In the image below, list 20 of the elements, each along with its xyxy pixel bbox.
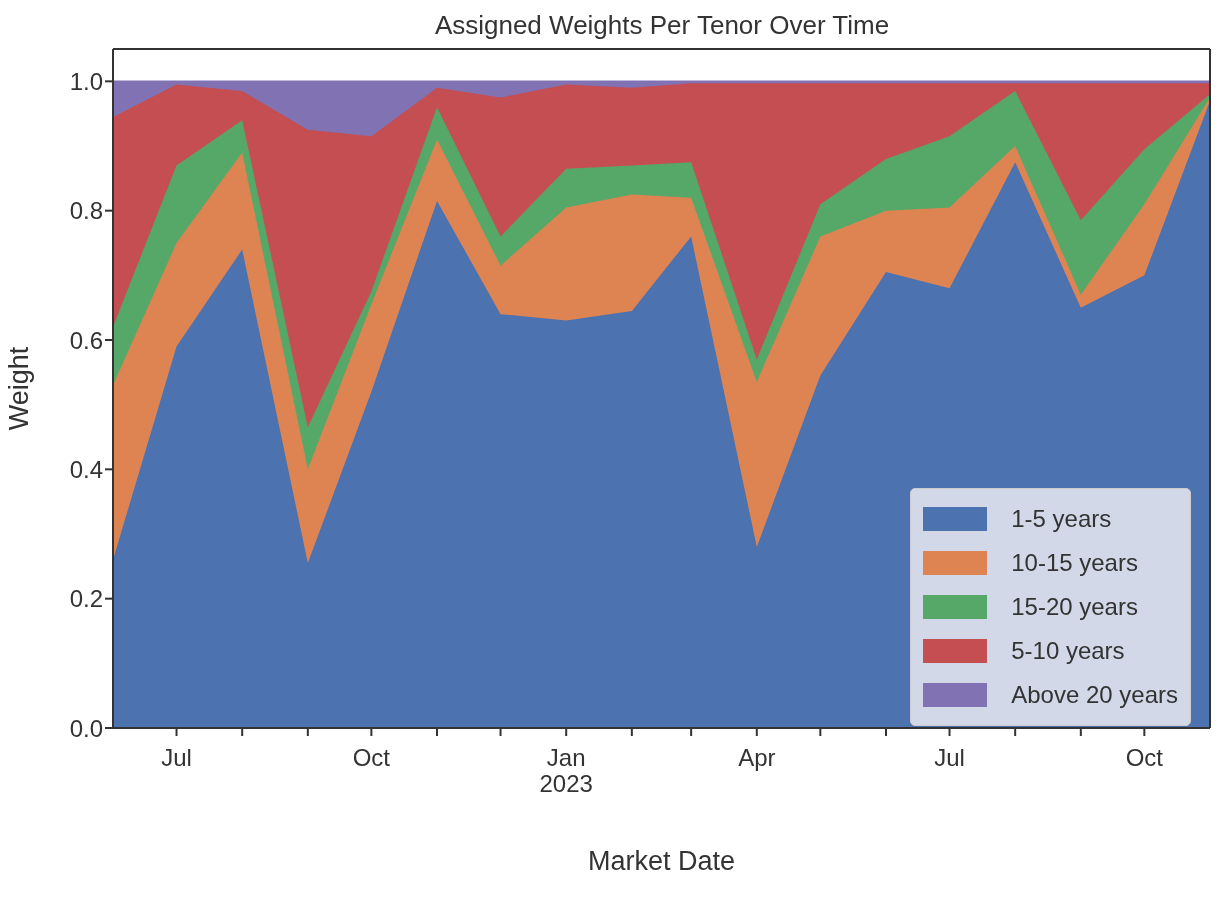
chart-title: Assigned Weights Per Tenor Over Time [433, 10, 891, 41]
y-tick-label: 0.2 [69, 585, 103, 613]
y-axis-title: Weight [3, 346, 34, 431]
x-tick-label: Jul [161, 744, 192, 771]
legend-label: 15-20 years [1011, 593, 1138, 621]
x-tick-label: Jul [934, 744, 965, 771]
x-tick-label: Oct [1125, 744, 1164, 771]
legend-label: 5-10 years [1011, 637, 1125, 665]
legend-label: 10-15 years [1011, 549, 1138, 577]
x-tick-label: Oct [352, 744, 391, 771]
y-tick-label: 0.0 [69, 714, 103, 742]
legend-label: Above 20 years [1011, 681, 1178, 709]
y-tick-label: 0.6 [69, 326, 103, 354]
y-tick-label: 1.0 [69, 67, 103, 95]
y-tick-label: 0.8 [69, 197, 103, 225]
x-tick-label: Apr [738, 744, 776, 771]
x-axis-title: Market Date [587, 846, 736, 876]
legend-label: 1-5 years [1011, 505, 1112, 533]
x-tick-label: Jan 2023 [539, 744, 593, 797]
y-tick-label: 0.4 [69, 455, 103, 483]
